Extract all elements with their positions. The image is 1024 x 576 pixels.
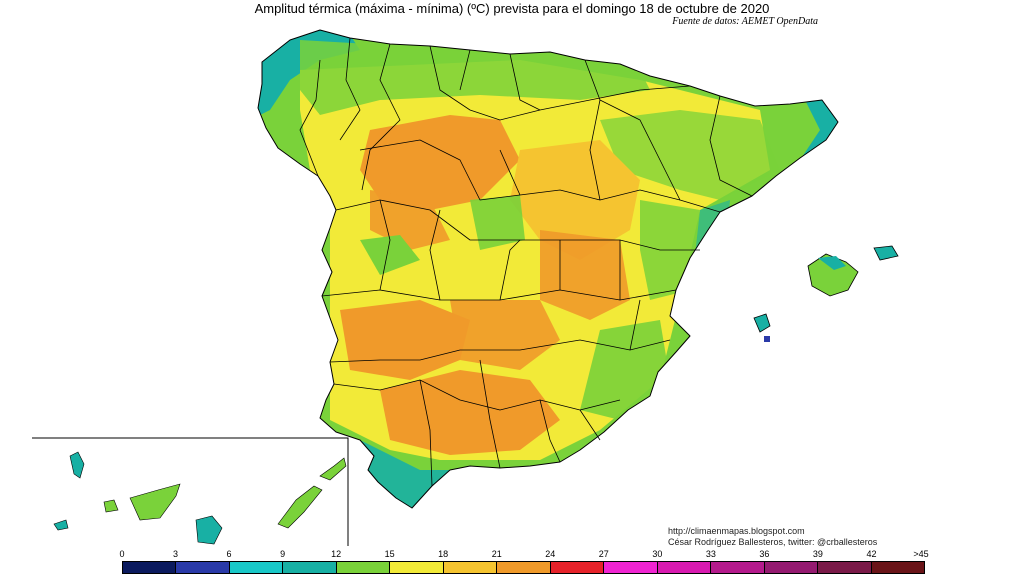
peninsula bbox=[257, 29, 839, 509]
legend-tick-label: 0 bbox=[119, 549, 125, 559]
legend-tick-label: 21 bbox=[491, 549, 502, 559]
legend-tick-label: 33 bbox=[705, 549, 716, 559]
island-tenerife bbox=[129, 483, 181, 521]
legend-swatch bbox=[657, 562, 712, 573]
credits: http://climaenmapas.blogspot.com César R… bbox=[668, 526, 877, 548]
zone-green-tajo bbox=[360, 235, 420, 275]
legend-swatch bbox=[390, 562, 444, 573]
island-la-gomera bbox=[103, 499, 119, 513]
legend-swatch bbox=[871, 562, 925, 573]
zone-orange-meseta bbox=[510, 140, 640, 260]
credits-url[interactable]: http://climaenmapas.blogspot.com bbox=[668, 526, 805, 536]
legend-swatch bbox=[443, 562, 498, 573]
legend-tick-label: >45 bbox=[913, 549, 929, 559]
zone-orange-centre bbox=[450, 300, 560, 370]
legend-tick-label: 6 bbox=[226, 549, 232, 559]
legend-swatch bbox=[123, 562, 177, 573]
island-la-palma bbox=[69, 451, 85, 479]
zone-green-ebro bbox=[600, 110, 780, 200]
legend-tick-label: 18 bbox=[438, 549, 449, 559]
legend-tick-label: 9 bbox=[280, 549, 286, 559]
island-mallorca bbox=[807, 253, 859, 297]
zone-green-north bbox=[300, 40, 650, 115]
island-fuerteventura bbox=[277, 485, 323, 529]
island-ibiza bbox=[753, 313, 771, 333]
zone-orange-west bbox=[370, 190, 450, 250]
legend-swatch bbox=[764, 562, 819, 573]
province-borders bbox=[257, 29, 839, 509]
temperature-range-map bbox=[32, 29, 899, 546]
legend-tick-label: 30 bbox=[652, 549, 663, 559]
legend-swatch bbox=[550, 562, 605, 573]
island-formentera bbox=[764, 336, 770, 342]
color-scale-legend bbox=[122, 561, 925, 574]
legend-tick-label: 36 bbox=[759, 549, 770, 559]
legend-tick-label: 27 bbox=[598, 549, 609, 559]
legend-swatch bbox=[818, 562, 872, 573]
island-lanzarote bbox=[319, 457, 347, 481]
inset-frame bbox=[32, 437, 349, 546]
island-el-hierro bbox=[53, 519, 69, 531]
legend-swatch bbox=[336, 562, 391, 573]
zone-orange-andalucia bbox=[380, 370, 560, 455]
data-source: Fuente de datos: AEMET OpenData bbox=[672, 16, 818, 27]
island-mallorca-coast bbox=[818, 256, 846, 270]
legend-swatch bbox=[283, 562, 337, 573]
legend-tick-label: 12 bbox=[331, 549, 342, 559]
balearic-islands bbox=[753, 245, 899, 342]
map-title: Amplitud térmica (máxima - mínima) (ºC) … bbox=[254, 1, 770, 16]
legend-swatch bbox=[604, 562, 658, 573]
legend-ticks: 0 3 6 9 12 15 18 21 24 27 30 33 36 39 42 >45 bbox=[0, 549, 1024, 561]
zone-green-sierra bbox=[470, 195, 525, 250]
legend-swatch bbox=[229, 562, 284, 573]
legend-swatch bbox=[711, 562, 765, 573]
legend-tick-label: 39 bbox=[812, 549, 823, 559]
canary-islands-inset bbox=[32, 437, 349, 546]
zone-orange-lamancha bbox=[540, 230, 630, 320]
zone-orange-duero bbox=[360, 115, 520, 210]
legend-tick-label: 3 bbox=[173, 549, 179, 559]
island-menorca bbox=[873, 245, 899, 261]
credits-author: César Rodríguez Ballesteros, twitter: @c… bbox=[668, 537, 878, 547]
legend-tick-label: 15 bbox=[384, 549, 395, 559]
legend-swatch bbox=[497, 562, 551, 573]
legend-tick-label: 24 bbox=[545, 549, 556, 559]
legend-tick-label: 42 bbox=[866, 549, 877, 559]
zone-green-southeast bbox=[580, 320, 670, 420]
island-gran-canaria bbox=[195, 515, 223, 545]
legend-swatch bbox=[176, 562, 230, 573]
